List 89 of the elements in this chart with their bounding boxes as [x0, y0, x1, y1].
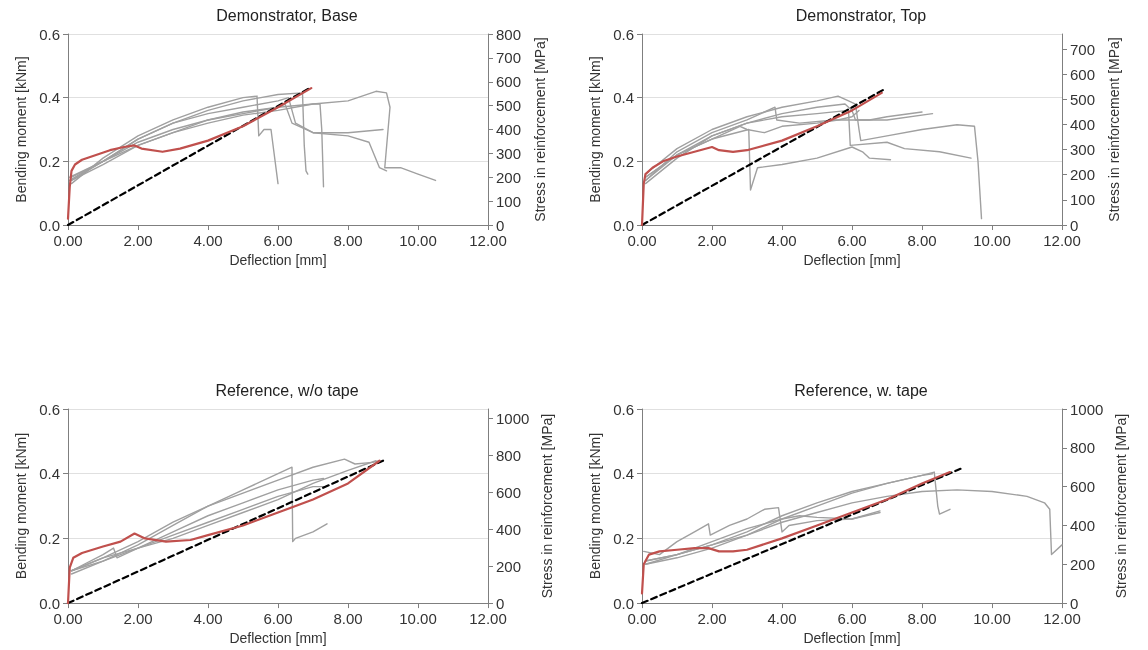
x-tick-label: 8.00 [907, 610, 937, 628]
chart-title: Reference, w/o tape [215, 381, 359, 399]
x-tick-label: 6.00 [263, 610, 293, 628]
y2-tick-label: 1000 [496, 409, 530, 427]
y2-tick-label: 100 [496, 192, 522, 210]
y2-tick-label: 500 [1070, 90, 1096, 108]
y2-tick-label: 100 [1070, 191, 1096, 209]
y2-tick-label: 600 [496, 483, 522, 501]
chart-title: Demonstrator, Base [216, 6, 358, 24]
x-tick-label: 2.00 [123, 232, 153, 249]
y2-tick-label: 500 [496, 97, 522, 115]
y2-tick-label: 800 [1070, 439, 1096, 457]
y-tick-label: 0.6 [613, 400, 634, 418]
x-tick-label: 6.00 [837, 610, 867, 628]
y-tick-label: 0.4 [613, 465, 634, 483]
x-tick-label: 8.00 [333, 610, 363, 628]
x-tick-label: 8.00 [333, 232, 363, 249]
x-tick-label: 2.00 [123, 610, 153, 628]
x-tick-label: 10.00 [399, 610, 437, 628]
x-tick-label: 4.00 [193, 610, 223, 628]
y2-axis-title: Stress in reinforcement [MPa] [532, 37, 548, 222]
x-tick-label: 12.00 [469, 610, 507, 628]
x-tick-label: 4.00 [767, 232, 797, 249]
y2-axis-title: Stress in reinforcement [MPa] [1113, 413, 1130, 599]
y-tick-label: 0.2 [613, 529, 634, 547]
x-axis-title: Deflection [mm] [803, 630, 901, 646]
x-tick-label: 2.00 [697, 610, 727, 628]
y2-tick-label: 400 [1070, 516, 1096, 534]
y2-tick-label: 200 [1070, 166, 1096, 184]
x-tick-label: 6.00 [263, 232, 293, 249]
y2-tick-label: 0 [496, 594, 505, 612]
y2-tick-label: 600 [1070, 65, 1096, 83]
y-tick-label: 0.0 [613, 216, 634, 234]
y2-tick-label: 400 [1070, 115, 1096, 133]
y-tick-label: 0.6 [39, 25, 60, 43]
y-tick-label: 0.4 [613, 89, 634, 107]
y-tick-label: 0.2 [39, 152, 60, 170]
y-tick-label: 0.6 [613, 25, 634, 43]
y2-axis-title: Stress in reinforcement [MPa] [1106, 37, 1122, 222]
x-tick-label: 4.00 [193, 232, 223, 249]
x-tick-label: 0.00 [627, 610, 657, 628]
y-tick-label: 0.4 [39, 465, 60, 483]
x-axis-title: Deflection [mm] [229, 251, 327, 268]
y2-tick-label: 0 [1070, 594, 1079, 612]
y2-tick-label: 600 [496, 73, 522, 91]
y-tick-label: 0.6 [39, 400, 60, 418]
x-tick-label: 2.00 [697, 232, 727, 249]
x-tick-label: 0.00 [627, 232, 657, 249]
y-axis-title: Bending moment [kNm] [587, 432, 604, 580]
y2-tick-label: 800 [496, 446, 522, 464]
y2-axis-title: Stress in reinforcement [MPa] [539, 413, 556, 599]
y2-tick-label: 200 [1070, 555, 1096, 573]
y-tick-label: 0.4 [39, 89, 60, 107]
chart-title: Demonstrator, Top [795, 6, 927, 24]
x-tick-label: 10.00 [973, 610, 1011, 628]
y2-tick-label: 300 [496, 144, 522, 162]
y-tick-label: 0.0 [613, 594, 634, 612]
y2-tick-label: 0 [1070, 216, 1079, 234]
y2-tick-label: 200 [496, 168, 522, 186]
x-tick-label: 12.00 [1043, 232, 1081, 249]
y2-tick-label: 700 [496, 49, 522, 67]
y2-tick-label: 0 [496, 216, 505, 234]
x-tick-label: 12.00 [469, 232, 507, 249]
x-tick-label: 4.00 [767, 610, 797, 628]
x-axis-title: Deflection [mm] [803, 251, 901, 268]
y2-tick-label: 1000 [1070, 400, 1104, 418]
y-tick-label: 0.2 [613, 152, 634, 170]
chart-title: Reference, w. tape [794, 381, 928, 399]
y2-tick-label: 300 [1070, 141, 1096, 159]
y2-tick-label: 700 [1070, 40, 1096, 58]
x-tick-label: 12.00 [1043, 610, 1081, 628]
x-tick-label: 0.00 [53, 610, 83, 628]
y-tick-label: 0.2 [39, 529, 60, 547]
y2-tick-label: 800 [496, 25, 522, 43]
y2-tick-label: 400 [496, 520, 522, 538]
x-tick-label: 6.00 [837, 232, 867, 249]
y2-tick-label: 200 [496, 557, 522, 575]
x-tick-label: 10.00 [399, 232, 437, 249]
x-tick-label: 8.00 [907, 232, 937, 249]
y2-tick-label: 400 [496, 121, 522, 138]
x-tick-label: 10.00 [973, 232, 1011, 249]
y2-tick-label: 600 [1070, 478, 1096, 496]
y-axis-title: Bending moment [kNm] [13, 432, 30, 580]
y-axis-title: Bending moment [kNm] [587, 56, 604, 203]
x-axis-title: Deflection [mm] [229, 630, 327, 646]
x-tick-label: 0.00 [53, 232, 83, 249]
y-tick-label: 0.0 [39, 216, 60, 234]
y-tick-label: 0.0 [39, 594, 60, 612]
y-axis-title: Bending moment [kNm] [13, 56, 30, 203]
